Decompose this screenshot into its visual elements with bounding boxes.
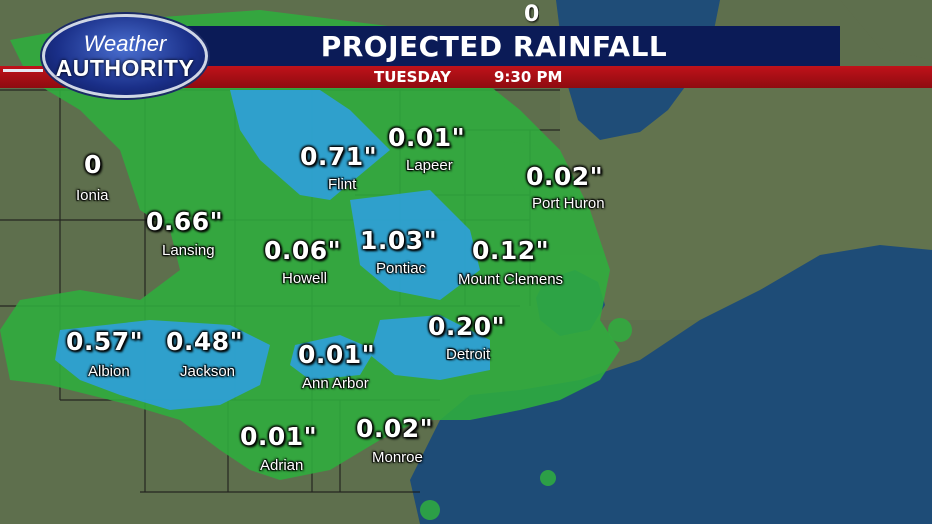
amount-monroe: 0.02" — [356, 414, 434, 443]
city-howell: Howell — [282, 270, 328, 287]
city-ionia: Ionia — [76, 187, 109, 204]
amount-flint: 0.71" — [300, 142, 378, 171]
lake-edge-north — [840, 0, 932, 60]
page-title: PROJECTED RAINFALL — [320, 29, 668, 63]
city-monroe: Monroe — [372, 449, 423, 466]
city-pontiac: Pontiac — [376, 260, 427, 277]
city-detroit: Detroit — [446, 346, 491, 363]
amount-ann-arbor: 0.01" — [298, 340, 376, 369]
amount-adrian: 0.01" — [240, 422, 318, 451]
city-lansing: Lansing — [162, 242, 215, 259]
amount-port-huron: 0.02" — [526, 162, 604, 191]
logo-text-authority: AUTHORITY — [55, 55, 195, 81]
amount-howell: 0.06" — [264, 236, 342, 265]
city-lapeer: Lapeer — [406, 157, 453, 174]
rain-moderate — [55, 90, 490, 410]
weather-authority-logo: Weather AUTHORITY — [3, 14, 208, 98]
city-flint: Flint — [328, 176, 357, 193]
title-bar: PROJECTED RAINFALL — [148, 26, 840, 66]
logo-swoosh — [3, 69, 43, 72]
amount-jackson: 0.48" — [166, 327, 244, 356]
logo-text-weather: Weather — [83, 31, 167, 56]
city-adrian: Adrian — [260, 457, 304, 474]
forecast-time: 9:30 PM — [494, 68, 563, 86]
subtitle-bar: TUESDAY 9:30 PM — [0, 66, 932, 88]
amount-albion: 0.57" — [66, 327, 144, 356]
lake-erie — [410, 245, 932, 524]
city-jackson: Jackson — [180, 363, 236, 380]
partial-value-top: 0 — [524, 2, 540, 24]
forecast-day: TUESDAY — [374, 68, 451, 86]
city-albion: Albion — [88, 363, 130, 380]
city-port-huron: Port Huron — [532, 195, 605, 212]
city-mount-clemens: Mount Clemens — [458, 271, 564, 288]
amount-lansing: 0.66" — [146, 207, 224, 236]
amount-ionia: 0 — [84, 150, 102, 179]
rain-small-cells — [420, 318, 632, 520]
amount-lapeer: 0.01" — [388, 123, 466, 152]
city-ann-arbor: Ann Arbor — [302, 375, 369, 392]
amount-detroit: 0.20" — [428, 312, 506, 341]
amount-mount-clemens: 0.12" — [472, 236, 550, 265]
amount-pontiac: 1.03" — [360, 226, 438, 255]
